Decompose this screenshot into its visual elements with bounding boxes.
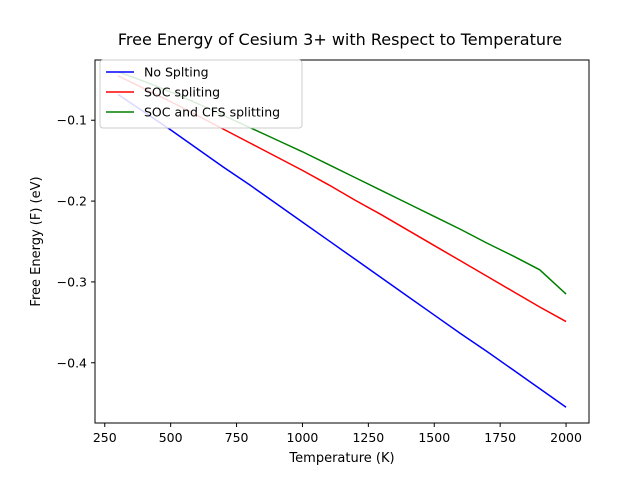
y-tick-label: −0.3 xyxy=(57,274,87,289)
legend-label: No Splting xyxy=(144,65,209,80)
y-tick-label: −0.1 xyxy=(57,113,87,128)
y-tick-label: −0.2 xyxy=(57,194,87,209)
x-tick-label: 1500 xyxy=(418,430,450,445)
plot-frame xyxy=(94,59,590,424)
x-axis-label: Temperature (K) xyxy=(288,451,394,466)
legend: No Splting SOC spliting SOC and CFS splitt… xyxy=(99,59,303,129)
legend-label: SOC spliting xyxy=(144,85,220,100)
x-tick-label: 1750 xyxy=(484,430,516,445)
x-tick-label: 750 xyxy=(225,430,249,445)
x-tick-label: 2000 xyxy=(550,430,582,445)
y-tick-label: −0.4 xyxy=(57,355,87,370)
legend-label: SOC and CFS splitting xyxy=(144,105,280,120)
x-tick-label: 1250 xyxy=(352,430,384,445)
x-axis: 250 500 750 1000 1250 1500 1750 2000 xyxy=(93,423,582,445)
x-tick-label: 250 xyxy=(93,430,117,445)
y-axis-label: Free Energy (F) (eV) xyxy=(29,176,44,306)
series-line-no-splting xyxy=(117,93,567,408)
x-tick-label: 1000 xyxy=(287,430,319,445)
legend-box xyxy=(99,59,303,129)
chart-title: Free Energy of Cesium 3+ with Respect to… xyxy=(118,30,562,49)
x-tick-label: 500 xyxy=(159,430,183,445)
y-axis: −0.4 −0.3 −0.2 −0.1 xyxy=(57,113,95,370)
